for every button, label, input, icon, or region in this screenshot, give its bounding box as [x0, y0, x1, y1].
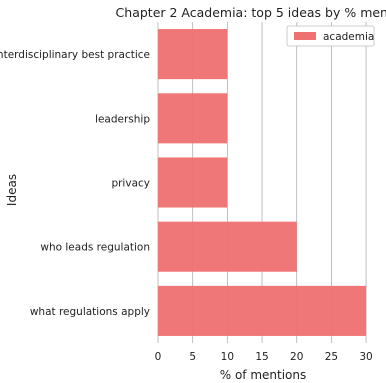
bar [158, 93, 228, 144]
bar [158, 157, 228, 208]
bar [158, 285, 367, 336]
y-tick-label: leadership [95, 113, 150, 125]
legend: academia [286, 25, 375, 47]
x-tick-label: 30 [359, 351, 372, 363]
y-tick-label: who leads regulation [40, 242, 150, 254]
x-tick-label: 25 [325, 351, 338, 363]
bar [158, 221, 297, 272]
bar [158, 29, 228, 80]
x-tick-label: 5 [189, 351, 196, 363]
x-tick-label: 15 [255, 351, 268, 363]
y-tick-label: interdisciplinary best practice [0, 49, 150, 61]
chart-title: Chapter 2 Academia: top 5 ideas by % men… [116, 5, 386, 20]
legend-swatch [294, 32, 316, 40]
legend-frame [286, 25, 375, 47]
x-tick-label: 10 [221, 351, 234, 363]
x-axis-label: % of mentions [220, 368, 307, 382]
y-tick-labels: interdisciplinary best practice leadershi… [0, 49, 150, 318]
y-tick-label: privacy [111, 178, 150, 190]
x-tick-label: 20 [290, 351, 303, 363]
legend-label: academia [323, 31, 374, 43]
bars [158, 29, 367, 336]
y-axis-label: Ideas [5, 174, 19, 206]
x-tick-label: 0 [155, 351, 162, 363]
y-tick-label: what regulations apply [30, 306, 150, 318]
x-tick-labels: 0 5 10 15 20 25 30 [155, 351, 373, 363]
